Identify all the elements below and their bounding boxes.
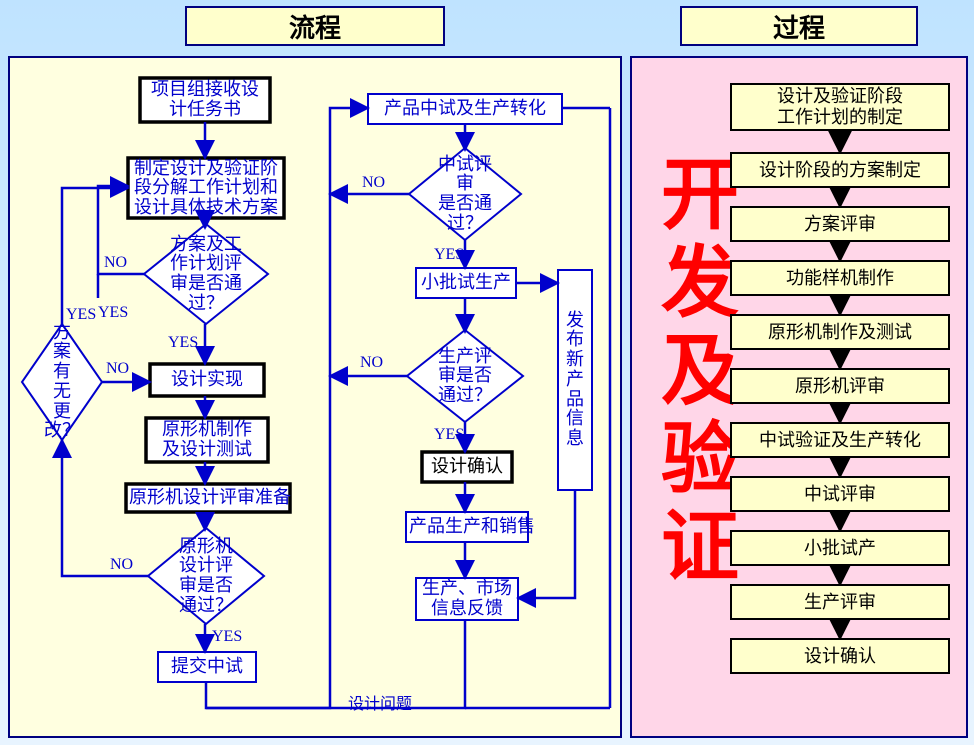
- edge-label: NO: [104, 254, 127, 272]
- node-label: 发 布 新 产 品 信 息: [561, 311, 589, 450]
- edge-label: YES: [168, 334, 198, 352]
- left-panel: 项目组接收设 计任务书制定设计及验证阶 段分解工作计划和 设计具体技术方案方案及…: [8, 56, 622, 738]
- step-label: 设计阶段的方案制定: [759, 160, 921, 181]
- node-label: 项目组接收设 计任务书: [143, 80, 267, 120]
- step-box: 中试评审: [730, 476, 950, 512]
- step-label: 中试评审: [804, 484, 876, 505]
- step-box: 设计确认: [730, 638, 950, 674]
- header-right: 过程: [680, 6, 918, 46]
- header-right-label: 过程: [773, 8, 825, 45]
- node-label: 设计确认: [425, 457, 509, 477]
- node-label: 方案及工 作计划评 审是否通 过？: [149, 235, 263, 314]
- node-label: 产品中试及生产转化: [371, 99, 559, 119]
- step-label: 原形机制作及测试: [768, 322, 912, 343]
- edge-label: YES: [434, 426, 464, 444]
- edge-label: NO: [362, 174, 385, 192]
- step-box: 原形机评审: [730, 368, 950, 404]
- step-label: 方案评审: [804, 214, 876, 235]
- header-left: 流程: [185, 6, 445, 46]
- step-label: 原形机评审: [795, 376, 885, 397]
- node-label: 生产评 审是否 通过？: [412, 347, 518, 406]
- edge-label: NO: [360, 354, 383, 372]
- step-label: 小批试产: [804, 538, 876, 559]
- node-label: 原形机制作 及设计测试: [149, 420, 265, 460]
- flowchart-svg: [10, 58, 624, 740]
- edge-label: YES: [66, 306, 96, 324]
- node-label: 原形机设计评审准备: [129, 488, 287, 508]
- node-label: 产品生产和销售: [409, 517, 525, 537]
- step-label: 设计确认: [804, 646, 876, 667]
- step-box: 功能样机制作: [730, 260, 950, 296]
- node-label: 制定设计及验证阶 段分解工作计划和 设计具体技术方案: [131, 159, 281, 218]
- edge-label: NO: [106, 360, 129, 378]
- edge-label: NO: [110, 556, 133, 574]
- node-label: 方 案 有 无 更 改？: [27, 323, 97, 442]
- header-left-label: 流程: [289, 8, 341, 45]
- step-label: 设计及验证阶段工作计划的制定: [777, 86, 903, 127]
- edge-label: 设计问题: [348, 690, 412, 714]
- step-label: 功能样机制作: [786, 268, 894, 289]
- node-label: 原形机 设计评 审是否 通过？: [153, 537, 259, 616]
- right-panel: 开发及验证 设计及验证阶段工作计划的制定设计阶段的方案制定方案评审功能样机制作原…: [630, 56, 968, 738]
- step-box: 方案评审: [730, 206, 950, 242]
- node-label: 设计实现: [153, 370, 261, 390]
- step-box: 设计及验证阶段工作计划的制定: [730, 83, 950, 131]
- edge-label: YES: [434, 246, 464, 264]
- step-box: 生产评审: [730, 584, 950, 620]
- node-label: 提交中试: [161, 657, 253, 677]
- step-box: 原形机制作及测试: [730, 314, 950, 350]
- step-box: 小批试产: [730, 530, 950, 566]
- step-box: 设计阶段的方案制定: [730, 152, 950, 188]
- step-label: 生产评审: [804, 592, 876, 613]
- edge-label: YES: [98, 304, 128, 322]
- step-label: 中试验证及生产转化: [759, 430, 921, 451]
- node-label: 生产、市场 信息反馈: [419, 579, 515, 619]
- edge-label: YES: [212, 628, 242, 646]
- node-label: 小批试生产: [419, 273, 513, 293]
- node-label: 中试评 审 是否通 过？: [414, 155, 516, 234]
- step-box: 中试验证及生产转化: [730, 422, 950, 458]
